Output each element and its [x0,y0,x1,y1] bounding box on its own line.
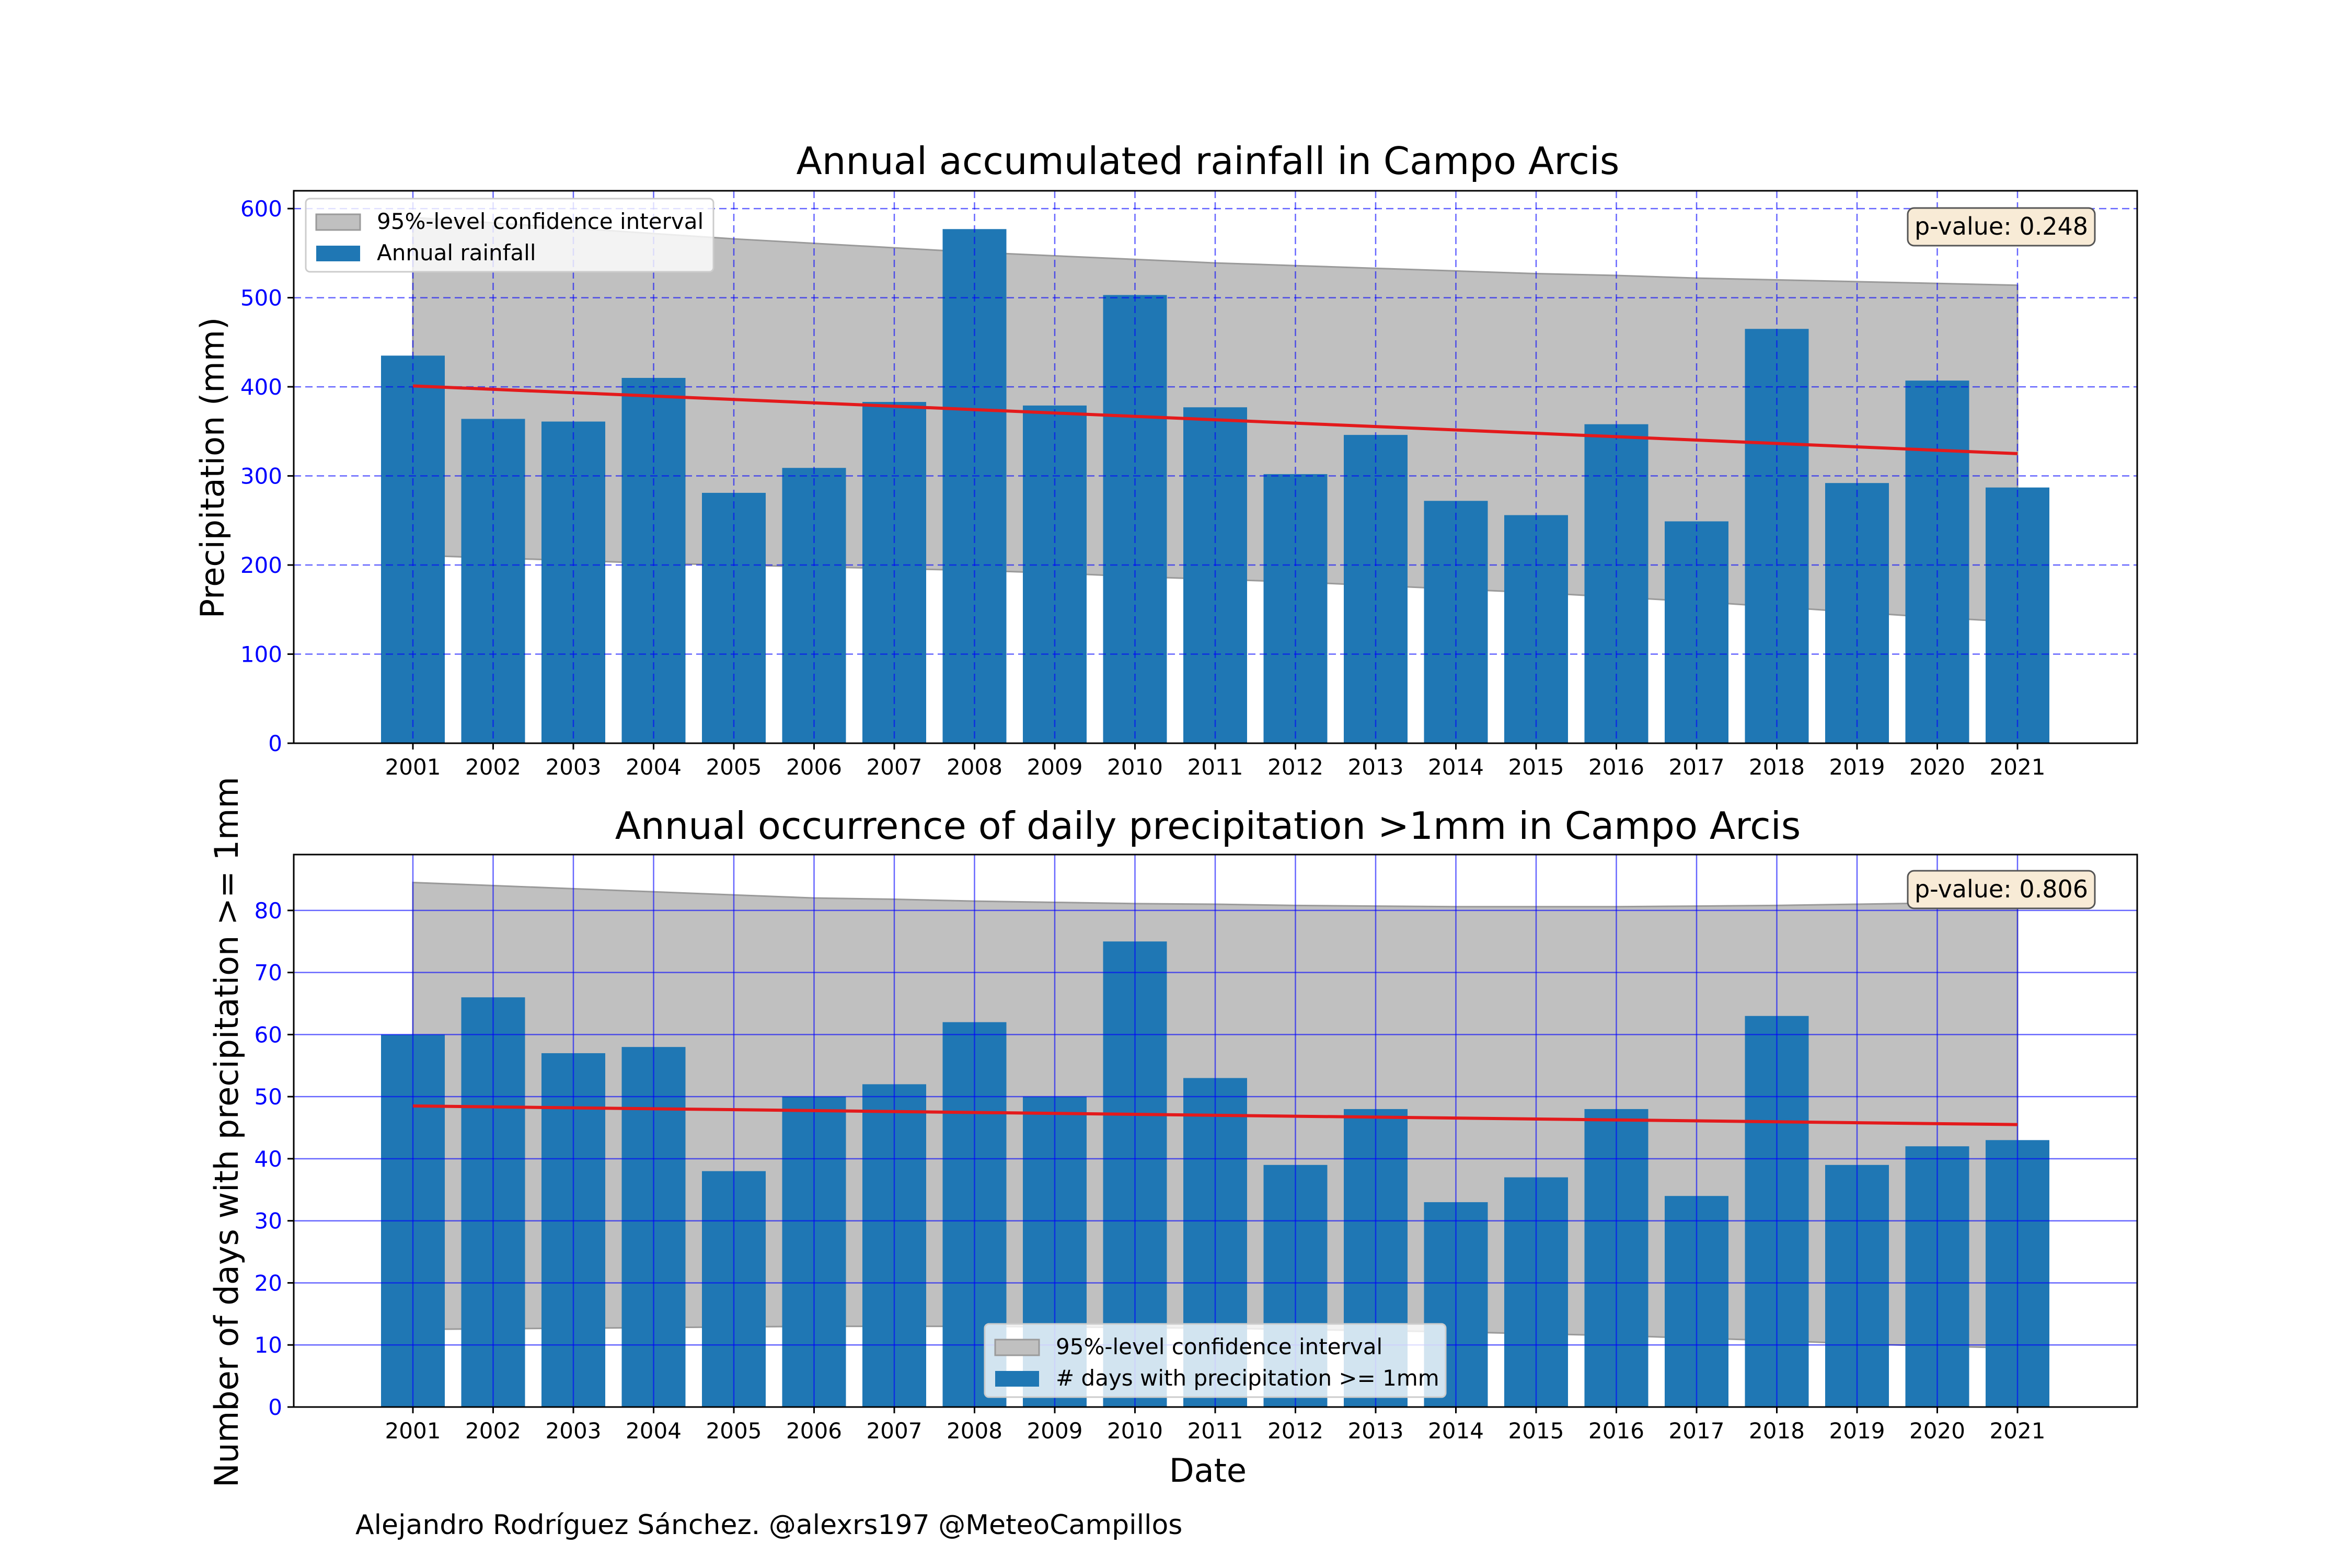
y-tick-label: 500 [240,285,282,311]
legend-swatch-bars [995,1371,1039,1387]
x-tick-label: 2015 [1508,754,1564,780]
x-tick-label: 2002 [465,754,521,780]
x-tick-label: 2011 [1187,754,1243,780]
trend-line [412,384,2018,455]
x-tick-label: 2019 [1829,754,1885,780]
p-value-background [1907,207,2096,247]
legend-box [305,198,714,273]
x-tick-label: 2020 [1909,1418,1965,1444]
x-tick-label: 2007 [867,754,923,780]
x-tick-label: 2002 [465,1418,521,1444]
legend-label-confidence-interval: 95%-level confidence interval [377,209,704,234]
rain-days-chart: Annual occurrence of daily precipitation… [207,777,2138,1490]
rain-days-plot-area: 0 10 20 30 40 50 60 70 80 2001 2002 2003 2004 2005 200… [255,854,2138,1444]
rainfall-y-axis-label: Precipitation (mm) [193,317,232,618]
x-tick-label: 2015 [1508,1418,1564,1444]
y-tick-label: 60 [255,1022,282,1047]
rainfall-plot-area: 0 100 200 300 400 500 600 2001 2002 2003 2004 2005 2… [240,190,2138,780]
y-tick-label: 400 [240,374,282,400]
x-tick-label: 2009 [1027,1418,1083,1444]
x-tick-label: 2021 [1990,1418,2046,1444]
x-tick-label: 2004 [626,754,682,780]
y-tick-label: 100 [240,642,282,667]
x-tick-label: 2007 [867,1418,923,1444]
y-tick-label: 300 [240,464,282,489]
x-tick-label: 2004 [626,1418,682,1444]
x-tick-label: 2001 [385,754,441,780]
x-tick-label: 2017 [1669,1418,1725,1444]
p-value-label: p-value: 0.248 [1915,212,2088,240]
x-tick-label: 2006 [786,1418,842,1444]
x-tick-label: 2018 [1749,1418,1805,1444]
x-tick-label: 2008 [947,754,1002,780]
y-tick-label: 200 [240,552,282,578]
x-tick-label: 2005 [706,754,762,780]
legend-swatch-bars [316,246,360,261]
y-tick-label: 70 [255,960,282,986]
x-tick-label: 2020 [1909,754,1965,780]
legend-label-bars: Annual rainfall [377,240,536,266]
x-tick-label: 2010 [1107,1418,1163,1444]
p-value-box: p-value: 0.806 [1907,870,2096,909]
x-tick-label: 2006 [786,754,842,780]
y-tick-label: 30 [255,1208,282,1234]
x-tick-label: 2008 [947,1418,1002,1444]
legend-label-confidence-interval: 95%-level confidence interval [1056,1334,1382,1359]
x-tick-label: 2014 [1428,754,1484,780]
rainfall-chart-title: Annual accumulated rainfall in Campo Arc… [797,139,1620,183]
p-value-background [1907,870,2096,909]
x-tick-label: 2003 [546,754,602,780]
x-tick-label: 2016 [1588,1418,1644,1444]
x-tick-label: 2012 [1267,1418,1323,1444]
x-tick-label: 2001 [385,1418,441,1444]
trend-line [412,1104,2018,1126]
rain-days-x-axis-label: Date [1169,1451,1247,1490]
y-tick-label: 20 [255,1270,282,1296]
rainfall-chart: Annual accumulated rainfall in Campo Arc… [193,139,2138,780]
y-tick-label: 0 [268,731,282,756]
x-tick-label: 2009 [1027,754,1083,780]
y-tick-label: 600 [240,196,282,222]
legend-box [984,1323,1447,1398]
x-tick-label: 2013 [1348,1418,1404,1444]
legend: 95%-level confidence interval Annual rain… [305,198,714,273]
y-tick-label: 0 [268,1394,282,1420]
x-tick-label: 2019 [1829,1418,1885,1444]
legend: 95%-level confidence interval # days with… [984,1323,1447,1398]
x-tick-label: 2011 [1187,1418,1243,1444]
y-tick-label: 10 [255,1332,282,1358]
x-tick-label: 2003 [546,1418,602,1444]
x-tick-label: 2013 [1348,754,1404,780]
legend-swatch-confidence-interval [994,1339,1040,1356]
p-value-label: p-value: 0.806 [1915,875,2088,903]
x-tick-label: 2012 [1267,754,1323,780]
x-tick-label: 2018 [1749,754,1805,780]
rain-days-chart-title: Annual occurrence of daily precipitation… [615,804,1801,848]
p-value-box: p-value: 0.248 [1907,207,2096,247]
rain-days-y-axis-label: Number of days with precipitation >= 1mm [207,777,246,1488]
x-tick-label: 2021 [1990,754,2046,780]
y-tick-label: 50 [255,1084,282,1110]
legend-label-bars: # days with precipitation >= 1mm [1056,1365,1439,1391]
y-tick-label: 80 [255,898,282,924]
x-tick-label: 2005 [706,1418,762,1444]
x-tick-label: 2010 [1107,754,1163,780]
y-tick-label: 40 [255,1146,282,1172]
author-credit: Alejandro Rodríguez Sánchez. @alexrs197 … [355,1509,1182,1541]
bar-2019 [1825,483,1889,743]
legend-swatch-confidence-interval [315,213,361,231]
x-tick-label: 2016 [1588,754,1644,780]
x-tick-label: 2017 [1669,754,1725,780]
x-tick-label: 2014 [1428,1418,1484,1444]
